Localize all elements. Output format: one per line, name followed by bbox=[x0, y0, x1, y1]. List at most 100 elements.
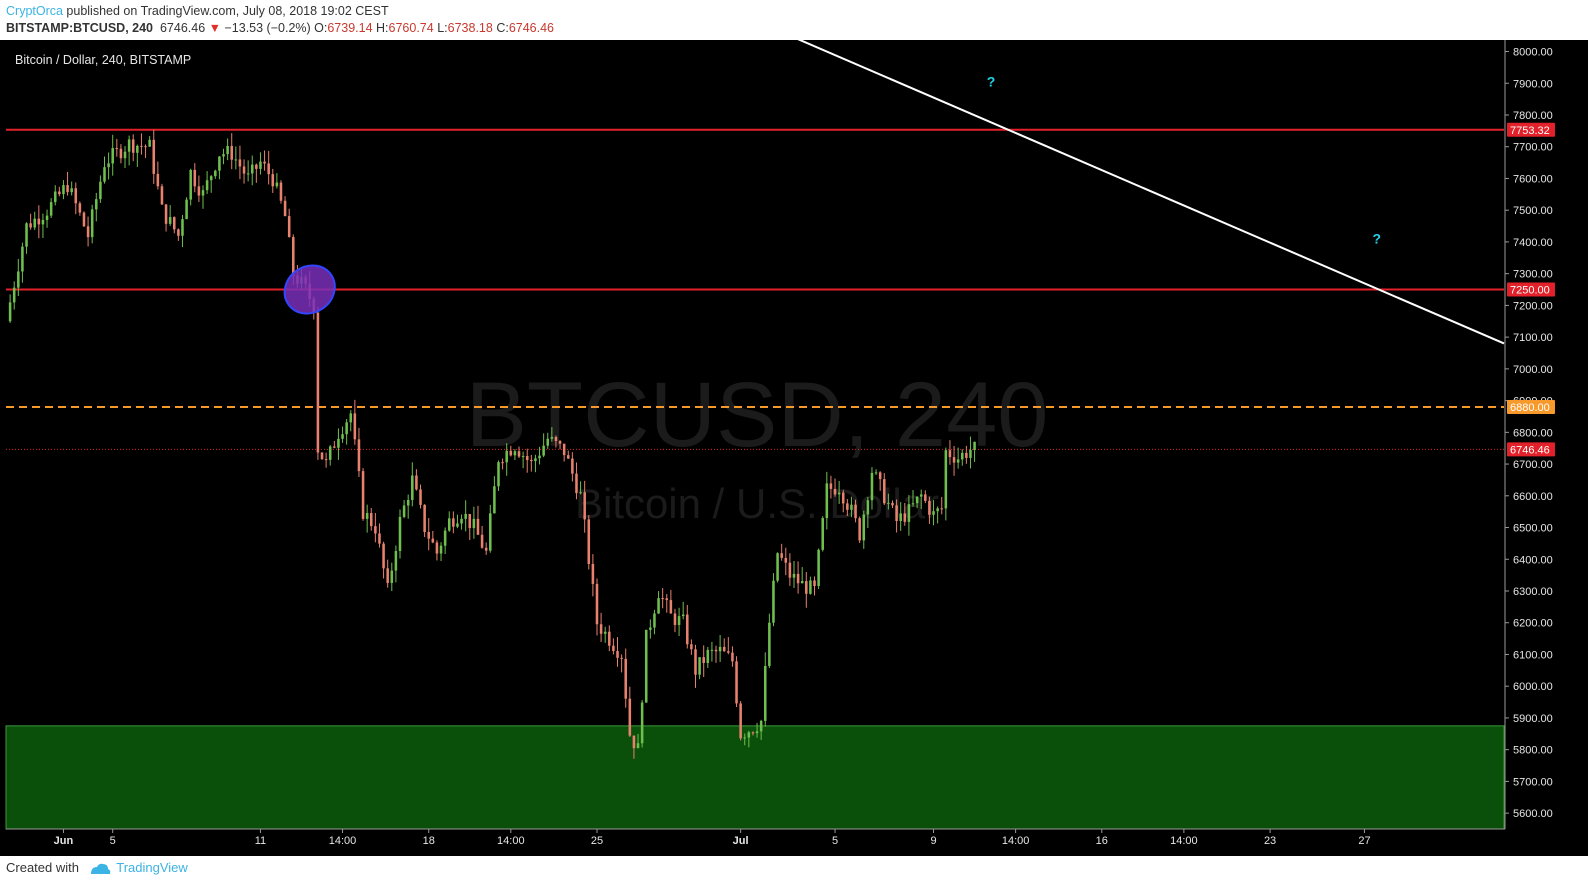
tradingview-link[interactable]: TradingView bbox=[116, 860, 188, 875]
author-link[interactable]: CryptOrca bbox=[6, 4, 63, 18]
candle-body bbox=[599, 624, 603, 634]
candle-body bbox=[497, 462, 500, 487]
time-tick-label: 5 bbox=[832, 835, 838, 847]
time-tick-label: 5 bbox=[110, 835, 116, 847]
candle-body bbox=[895, 505, 898, 522]
candle-body bbox=[874, 472, 878, 474]
chart-title: Bitcoin / Dollar, 240, BITSTAMP bbox=[15, 53, 191, 67]
candle-body bbox=[780, 553, 783, 558]
price-tick-label: 7500.00 bbox=[1513, 205, 1553, 217]
candles bbox=[8, 129, 976, 759]
candle-body bbox=[936, 508, 939, 512]
candle-body bbox=[800, 581, 804, 584]
question-mark: ? bbox=[1372, 231, 1381, 247]
candle-body bbox=[78, 203, 82, 213]
footer: Created with TradingView bbox=[6, 860, 188, 876]
candle-body bbox=[172, 217, 176, 230]
time-tick-label: 14:00 bbox=[497, 835, 525, 847]
candle-body bbox=[546, 438, 550, 446]
candle-body bbox=[8, 302, 12, 322]
candle-body bbox=[669, 600, 673, 614]
candle-body bbox=[423, 504, 426, 533]
candle-body bbox=[168, 217, 172, 224]
candle-body bbox=[447, 518, 451, 531]
candle-body bbox=[755, 731, 759, 734]
candle-body bbox=[435, 542, 439, 554]
candle-body bbox=[665, 598, 669, 601]
candle-body bbox=[846, 503, 849, 510]
candle-body bbox=[677, 616, 681, 625]
created-with-text: Created with bbox=[6, 860, 79, 875]
candle-body bbox=[763, 665, 767, 721]
price-tick-label: 5600.00 bbox=[1513, 808, 1553, 820]
candle-body bbox=[452, 518, 455, 527]
time-axis[interactable]: Jun 5 11 14:00 18 14:00 25 Jul 5 9 14:00 16 14:00 23 2… bbox=[6, 828, 1505, 847]
price-chart[interactable]: BTCUSD, 240 Bitcoin / U.S. Dollar ?? Bit… bbox=[0, 40, 1588, 856]
time-tick-label: Jul bbox=[733, 835, 749, 847]
candle-body bbox=[402, 505, 406, 517]
watermark-symbol: BTCUSD, 240 bbox=[466, 364, 1049, 466]
candle-body bbox=[337, 438, 340, 448]
time-tick-label: 16 bbox=[1096, 835, 1108, 847]
highlight-ellipse[interactable] bbox=[275, 256, 344, 324]
candle-body bbox=[710, 649, 714, 651]
candle-body bbox=[632, 735, 636, 749]
ohlc-bar: BITSTAMP:BTCUSD, 240 6746.46 ▼ −13.53 (−… bbox=[6, 21, 554, 35]
candle-body bbox=[583, 492, 586, 520]
candle-body bbox=[903, 513, 907, 522]
candle-body bbox=[152, 139, 156, 174]
time-tick-label: 9 bbox=[930, 835, 936, 847]
support-zone[interactable] bbox=[5, 725, 1505, 830]
price-label-text: 6746.46 bbox=[1510, 444, 1550, 456]
price-tick-label: 5900.00 bbox=[1513, 713, 1553, 725]
candle-body bbox=[493, 486, 496, 514]
candle-body bbox=[74, 188, 78, 204]
candle-body bbox=[189, 169, 192, 200]
candle-body bbox=[160, 186, 164, 205]
candle-body bbox=[739, 703, 742, 739]
time-tick-label: 25 bbox=[591, 835, 603, 847]
candle-body bbox=[841, 492, 845, 504]
candle-body bbox=[394, 551, 398, 571]
candle-body bbox=[899, 513, 902, 522]
candle-body bbox=[267, 163, 270, 175]
candle-body bbox=[948, 450, 952, 458]
price-tick-label: 6700.00 bbox=[1513, 459, 1553, 471]
candle-body bbox=[772, 580, 775, 623]
candle-body bbox=[349, 413, 353, 423]
candle-body bbox=[279, 182, 283, 201]
down-arrow-icon: ▼ bbox=[208, 21, 222, 35]
plot-background bbox=[0, 40, 1588, 856]
close-label: C: bbox=[496, 21, 509, 35]
candle-body bbox=[595, 583, 599, 625]
candle-body bbox=[292, 237, 295, 276]
candle-body bbox=[107, 163, 110, 168]
candle-body bbox=[571, 458, 574, 474]
price-tick-label: 6200.00 bbox=[1513, 618, 1553, 630]
candle-body bbox=[759, 720, 763, 732]
candle-body bbox=[480, 534, 484, 548]
candle-body bbox=[915, 496, 919, 504]
candle-body bbox=[58, 191, 61, 195]
candle-body bbox=[862, 514, 866, 541]
trendline[interactable] bbox=[790, 40, 1505, 345]
candle-body bbox=[829, 483, 833, 489]
candle-body bbox=[111, 148, 114, 164]
symbol-interval: BITSTAMP:BTCUSD, 240 bbox=[6, 21, 154, 35]
candle-body bbox=[858, 518, 861, 541]
candle-body bbox=[443, 530, 447, 546]
candle-body bbox=[263, 161, 266, 164]
price-tick-label: 6100.00 bbox=[1513, 649, 1553, 661]
candle-body bbox=[727, 651, 730, 653]
candle-body bbox=[316, 312, 320, 453]
candle-body bbox=[866, 500, 870, 515]
candle-body bbox=[566, 455, 570, 459]
candle-body bbox=[484, 547, 488, 551]
candle-body bbox=[427, 532, 430, 539]
candle-body bbox=[411, 475, 414, 500]
candle-body bbox=[41, 219, 45, 225]
candle-body bbox=[817, 549, 820, 587]
candle-body bbox=[649, 627, 652, 630]
candle-body bbox=[283, 200, 287, 217]
candle-body bbox=[271, 174, 275, 187]
